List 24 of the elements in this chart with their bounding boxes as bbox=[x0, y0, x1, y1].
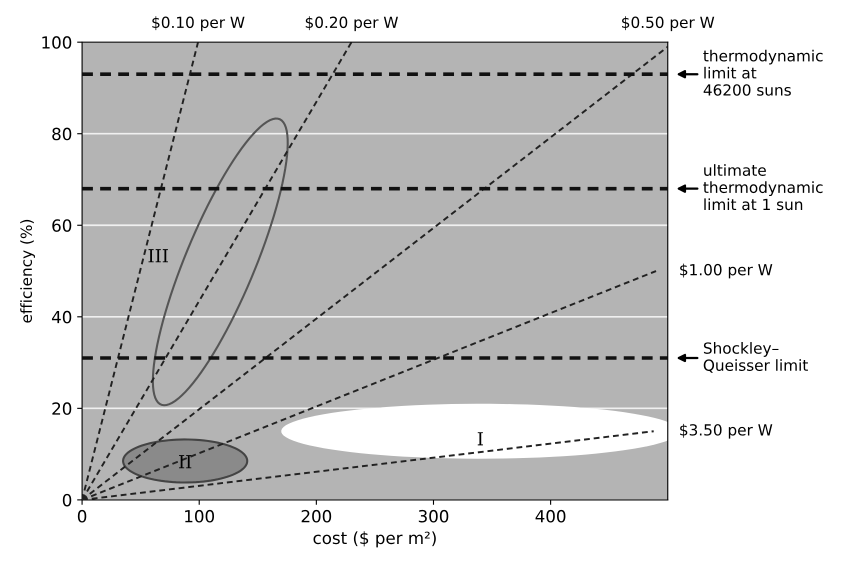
x-tick-label: 200 bbox=[302, 510, 332, 523]
y-tick-label: 100 bbox=[42, 36, 72, 49]
y-tick-label: 60 bbox=[52, 219, 72, 232]
series-label: $0.10 per W bbox=[152, 16, 245, 32]
y-tick-label: 40 bbox=[52, 310, 72, 324]
x-tick-label: 300 bbox=[418, 510, 448, 523]
series-label: $0.20 per W bbox=[306, 16, 398, 32]
annotation: III bbox=[148, 249, 168, 262]
x-tick-label: 0 bbox=[78, 510, 86, 523]
ref-line-label: ultimate thermodynamic limit at 1 sun bbox=[703, 164, 823, 210]
y-tick-label: 80 bbox=[52, 128, 72, 140]
x-tick-label: 100 bbox=[185, 510, 214, 523]
x-axis-title: cost ($ per m²) bbox=[313, 531, 436, 548]
annotation: I bbox=[478, 432, 483, 446]
ref-line-label: Shockley– Queisser limit bbox=[704, 342, 808, 373]
x-tick-label: 400 bbox=[536, 510, 566, 523]
series-label: $3.50 per W bbox=[680, 424, 772, 439]
series-label: $1.00 per W bbox=[680, 264, 772, 278]
series-label: $0.50 per W bbox=[622, 16, 714, 32]
y-axis-title: efficiency (%) bbox=[20, 220, 35, 323]
y-tick-label: 20 bbox=[52, 402, 72, 415]
ref-line-label: thermodynamic limit at 46200 suns bbox=[703, 50, 823, 96]
annotation: II bbox=[179, 455, 192, 468]
y-tick-label: 0 bbox=[62, 494, 72, 506]
